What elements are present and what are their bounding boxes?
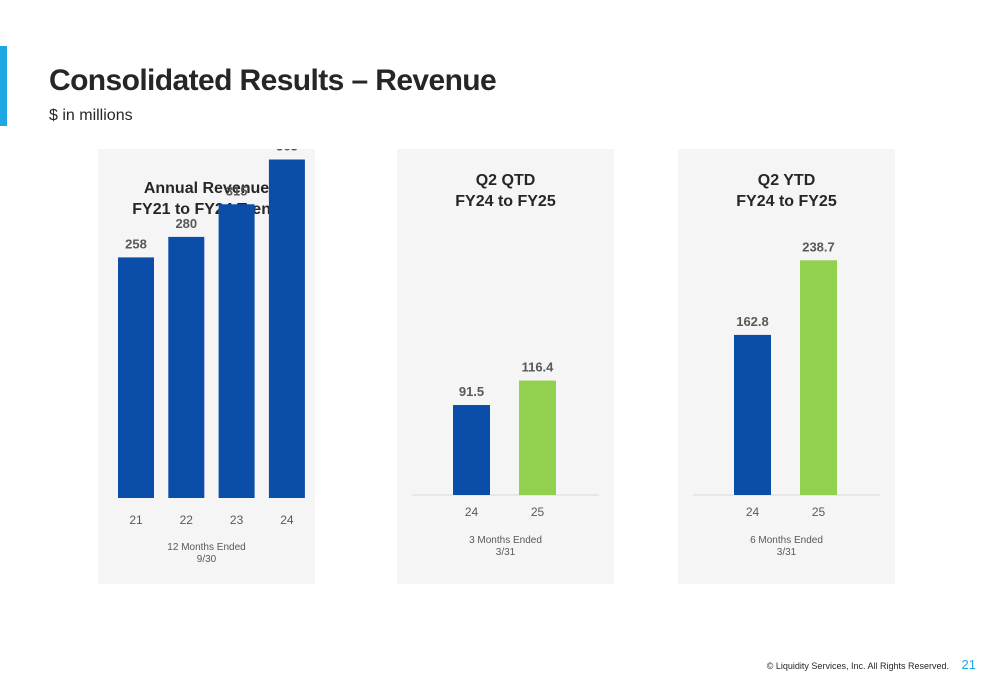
accent-bar xyxy=(0,46,7,126)
data-label: 91.5 xyxy=(459,384,484,399)
q2-ytd-chart: 162.8 24 238.7 25 xyxy=(693,239,880,519)
page-number: 21 xyxy=(961,657,976,672)
panel-note-line2: 9/30 xyxy=(196,554,217,565)
x-tick-label: 25 xyxy=(531,505,545,519)
data-label: 258 xyxy=(125,236,147,251)
x-tick-label: 24 xyxy=(280,513,294,527)
panel-title-line2: FY24 to FY25 xyxy=(736,193,837,210)
data-label: 162.8 xyxy=(736,314,769,329)
bar-21 xyxy=(118,257,154,498)
q2-qtd-chart: 91.5 24 116.4 25 xyxy=(412,360,599,519)
page-title: Consolidated Results – Revenue xyxy=(49,64,497,97)
bar-25 xyxy=(800,260,837,495)
panel-note-line2: 3/31 xyxy=(495,547,516,558)
panel-note-line2: 3/31 xyxy=(776,547,797,558)
panel-note: 12 Months Ended 9/30 xyxy=(98,542,315,566)
bar-25 xyxy=(519,380,556,495)
panel-title-line1: Q2 YTD xyxy=(757,172,816,189)
x-tick-label: 23 xyxy=(230,513,244,527)
x-tick-label: 22 xyxy=(180,513,194,527)
bar-24 xyxy=(734,334,771,495)
panel-title-line1: Q2 QTD xyxy=(475,172,536,189)
bar-24 xyxy=(453,405,490,495)
x-tick-label: 21 xyxy=(129,513,143,527)
x-tick-label: 24 xyxy=(746,505,760,519)
panel-title-line1: Annual Revenue xyxy=(143,180,270,197)
bar-24 xyxy=(268,159,305,498)
page-subtitle: $ in millions xyxy=(49,107,133,124)
q2-ytd-panel: Q2 YTD FY24 to FY25 162.8 24 238.7 25 6 Mon… xyxy=(678,149,895,584)
panel-note-line1: 3 Months Ended xyxy=(469,535,542,546)
data-label: 280 xyxy=(175,216,197,231)
q2-qtd-panel: Q2 QTD FY24 to FY25 91.5 24 116.4 25 3 Mont… xyxy=(397,149,614,584)
panel-title: Q2 YTD FY24 to FY25 xyxy=(678,170,895,212)
x-tick-label: 25 xyxy=(812,505,826,519)
bar-22 xyxy=(168,236,205,498)
data-label: 116.4 xyxy=(522,360,555,375)
panel-note-line1: 12 Months Ended xyxy=(167,542,246,553)
panel-title: Q2 QTD FY24 to FY25 xyxy=(397,170,614,212)
copyright-text: © Liquidity Services, Inc. All Rights Re… xyxy=(766,661,949,671)
panel-note-line1: 6 Months Ended xyxy=(750,535,823,546)
x-tick-label: 24 xyxy=(465,505,479,519)
annual-revenue-panel: Annual Revenue FY21 to FY24 Trend 258 21 2… xyxy=(98,149,315,584)
bar-23 xyxy=(218,204,255,498)
panel-title-line2: FY24 to FY25 xyxy=(455,193,556,210)
panel-note: 3 Months Ended 3/31 xyxy=(397,535,614,559)
panel-note: 6 Months Ended 3/31 xyxy=(678,535,895,559)
data-label: 238.7 xyxy=(802,239,835,254)
data-label: 315 xyxy=(226,183,248,198)
data-label: 363 xyxy=(276,149,298,154)
annual-revenue-chart: 258 21 280 22 315 23 363 24 xyxy=(118,149,305,527)
